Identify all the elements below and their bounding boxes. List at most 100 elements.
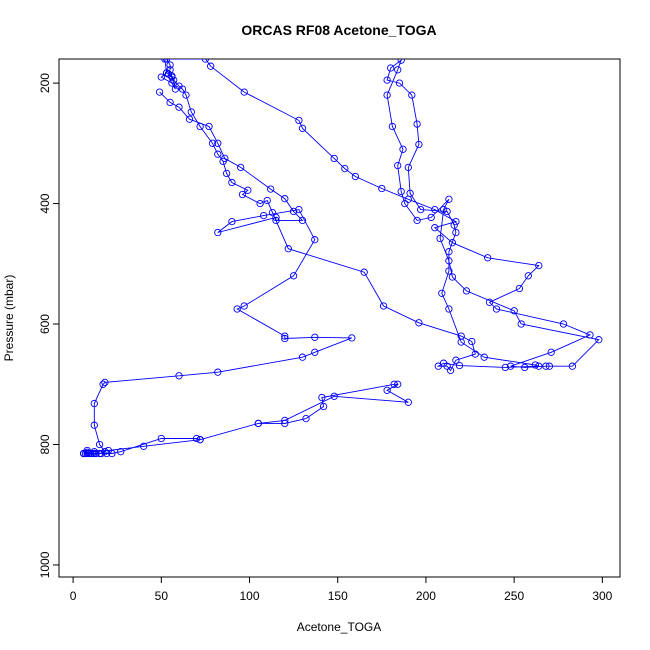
data-point xyxy=(452,356,460,364)
data-point xyxy=(272,213,280,222)
data-point xyxy=(240,88,248,96)
data-point xyxy=(408,91,416,99)
data-point xyxy=(427,213,435,222)
x-tick-label: 50 xyxy=(155,589,169,603)
data-point xyxy=(95,440,104,449)
data-point xyxy=(185,115,194,123)
data-point xyxy=(415,319,423,327)
data-point xyxy=(445,305,453,313)
data-point xyxy=(259,211,268,220)
data-point xyxy=(281,195,289,203)
data-point xyxy=(166,61,174,69)
data-point xyxy=(438,289,446,297)
data-point xyxy=(170,76,178,84)
data-point xyxy=(531,361,539,369)
data-point xyxy=(97,449,105,458)
data-point xyxy=(387,64,395,72)
data-point xyxy=(168,72,176,80)
data-point xyxy=(439,205,448,214)
data-point xyxy=(166,98,174,107)
data-point xyxy=(485,298,494,306)
series-line-3 xyxy=(83,383,409,454)
data-point xyxy=(214,139,222,147)
data-point xyxy=(311,236,319,244)
data-point xyxy=(468,337,476,346)
data-point xyxy=(83,448,91,456)
data-point xyxy=(281,416,289,425)
data-point xyxy=(413,216,421,225)
data-point xyxy=(360,268,368,276)
data-point xyxy=(390,380,398,388)
data-point xyxy=(196,436,204,444)
data-point xyxy=(524,272,532,280)
data-point xyxy=(221,154,229,163)
data-point xyxy=(517,320,525,328)
data-point xyxy=(452,228,460,237)
data-point xyxy=(404,398,412,406)
data-point xyxy=(413,120,421,128)
data-point xyxy=(201,59,210,63)
data-point xyxy=(445,248,453,256)
data-point xyxy=(484,254,492,262)
x-tick-label: 250 xyxy=(504,589,524,603)
x-tick-label: 150 xyxy=(328,589,348,603)
data-point xyxy=(104,446,113,455)
data-point xyxy=(559,320,568,328)
data-point xyxy=(394,66,402,74)
data-point xyxy=(187,108,195,116)
data-point xyxy=(397,59,405,64)
data-point xyxy=(394,380,402,388)
data-point xyxy=(302,414,310,423)
data-point xyxy=(452,217,460,226)
data-point xyxy=(448,239,457,247)
data-point xyxy=(162,59,171,63)
data-point xyxy=(164,70,173,78)
data-point xyxy=(341,164,349,173)
data-point xyxy=(568,362,577,370)
x-axis-label: Acetone_TOGA xyxy=(297,620,382,634)
data-point xyxy=(455,361,464,370)
data-point xyxy=(228,178,236,187)
data-point xyxy=(318,393,326,402)
data-point xyxy=(289,207,298,216)
data-point xyxy=(535,261,543,270)
data-point xyxy=(501,363,509,372)
x-tick-label: 300 xyxy=(592,589,612,603)
y-axis-label: Pressure (mbar) xyxy=(2,275,16,362)
data-point xyxy=(521,363,529,372)
data-point xyxy=(383,91,391,99)
data-point xyxy=(240,302,248,310)
data-point xyxy=(471,350,479,358)
data-point xyxy=(506,362,515,370)
data-point xyxy=(462,287,471,295)
data-point xyxy=(88,449,97,458)
data-point xyxy=(404,163,412,172)
data-point xyxy=(90,399,98,408)
data-point xyxy=(434,362,442,370)
data-point xyxy=(448,273,457,281)
data-point xyxy=(162,69,171,77)
data-point xyxy=(90,448,98,456)
data-point xyxy=(450,221,458,229)
data-point xyxy=(155,88,164,96)
data-point xyxy=(445,267,453,275)
y-axis: 200 400 600 800 1000 xyxy=(38,73,60,578)
y-tick-label: 400 xyxy=(38,193,52,213)
data-point xyxy=(446,366,455,375)
data-point xyxy=(140,442,148,450)
data-point xyxy=(214,150,222,158)
data-point xyxy=(161,59,169,63)
data-point xyxy=(417,205,425,214)
data-point xyxy=(175,103,183,111)
y-tick-label: 800 xyxy=(38,434,52,454)
y-tick-label: 200 xyxy=(38,73,52,93)
data-point xyxy=(281,332,289,340)
data-point xyxy=(268,208,277,217)
data-point xyxy=(397,187,405,196)
data-point xyxy=(298,216,307,225)
data-point xyxy=(117,448,125,456)
data-point xyxy=(311,348,319,356)
data-point xyxy=(182,91,190,99)
data-point xyxy=(298,124,307,132)
data-point xyxy=(415,140,423,149)
